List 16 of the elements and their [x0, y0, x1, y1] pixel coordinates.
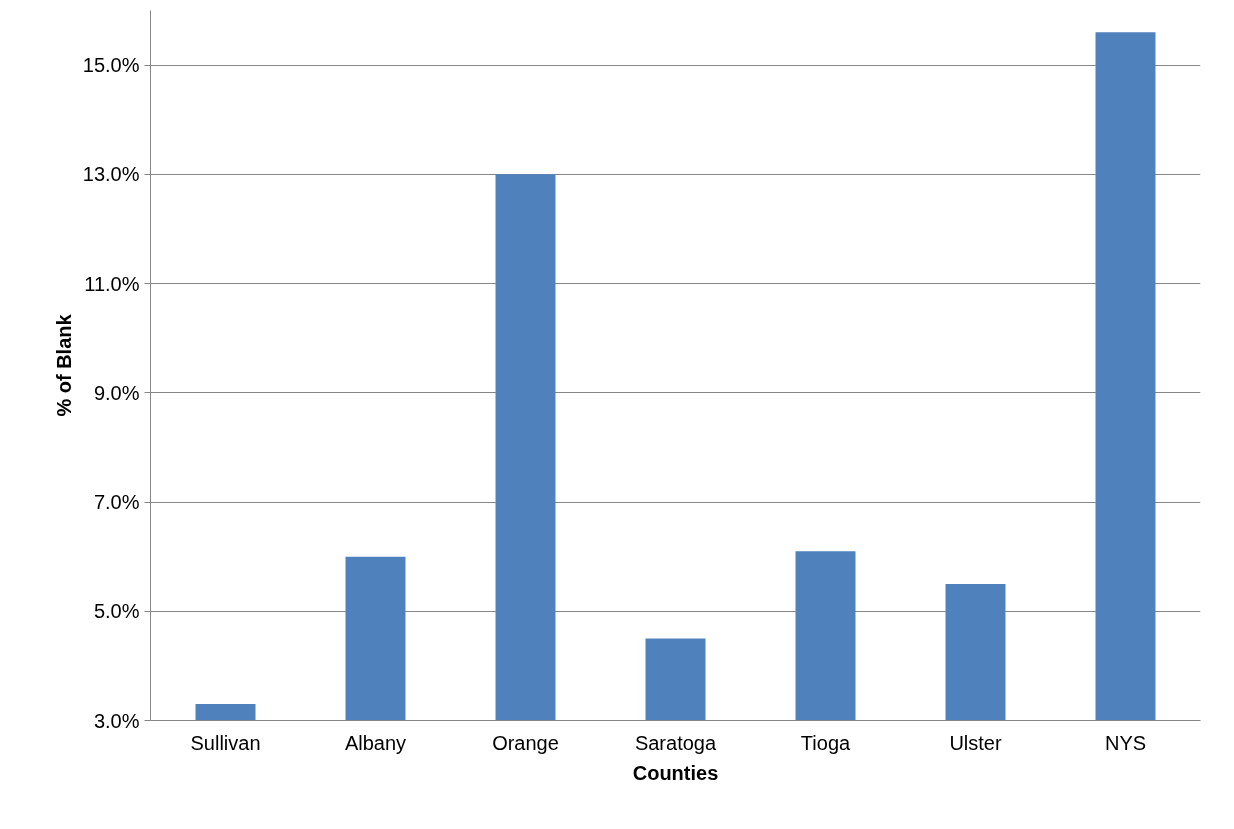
y-tick-label: 9.0% — [93, 381, 140, 404]
y-tick-label: 15.0% — [82, 54, 140, 77]
x-tick-label: Sullivan — [190, 731, 261, 754]
x-tick-label: NYS — [1104, 731, 1147, 754]
x-tick-label: Albany — [344, 731, 407, 754]
x-axis-title: Counties — [632, 761, 719, 784]
y-tick-label: 13.0% — [82, 163, 140, 186]
x-tick-label: Saratoga — [634, 731, 717, 754]
x-tick-label: Orange — [492, 731, 559, 754]
y-tick-label: 3.0% — [93, 709, 140, 732]
y-tick-label: 11.0% — [84, 272, 140, 295]
y-tick-label: 7.0% — [93, 491, 140, 514]
y-axis-title: % of Blank — [52, 313, 75, 417]
y-tick-label: 5.0% — [93, 600, 140, 623]
x-tick-label: Ulster — [949, 731, 1002, 754]
x-tick-label: Tioga — [800, 731, 852, 754]
